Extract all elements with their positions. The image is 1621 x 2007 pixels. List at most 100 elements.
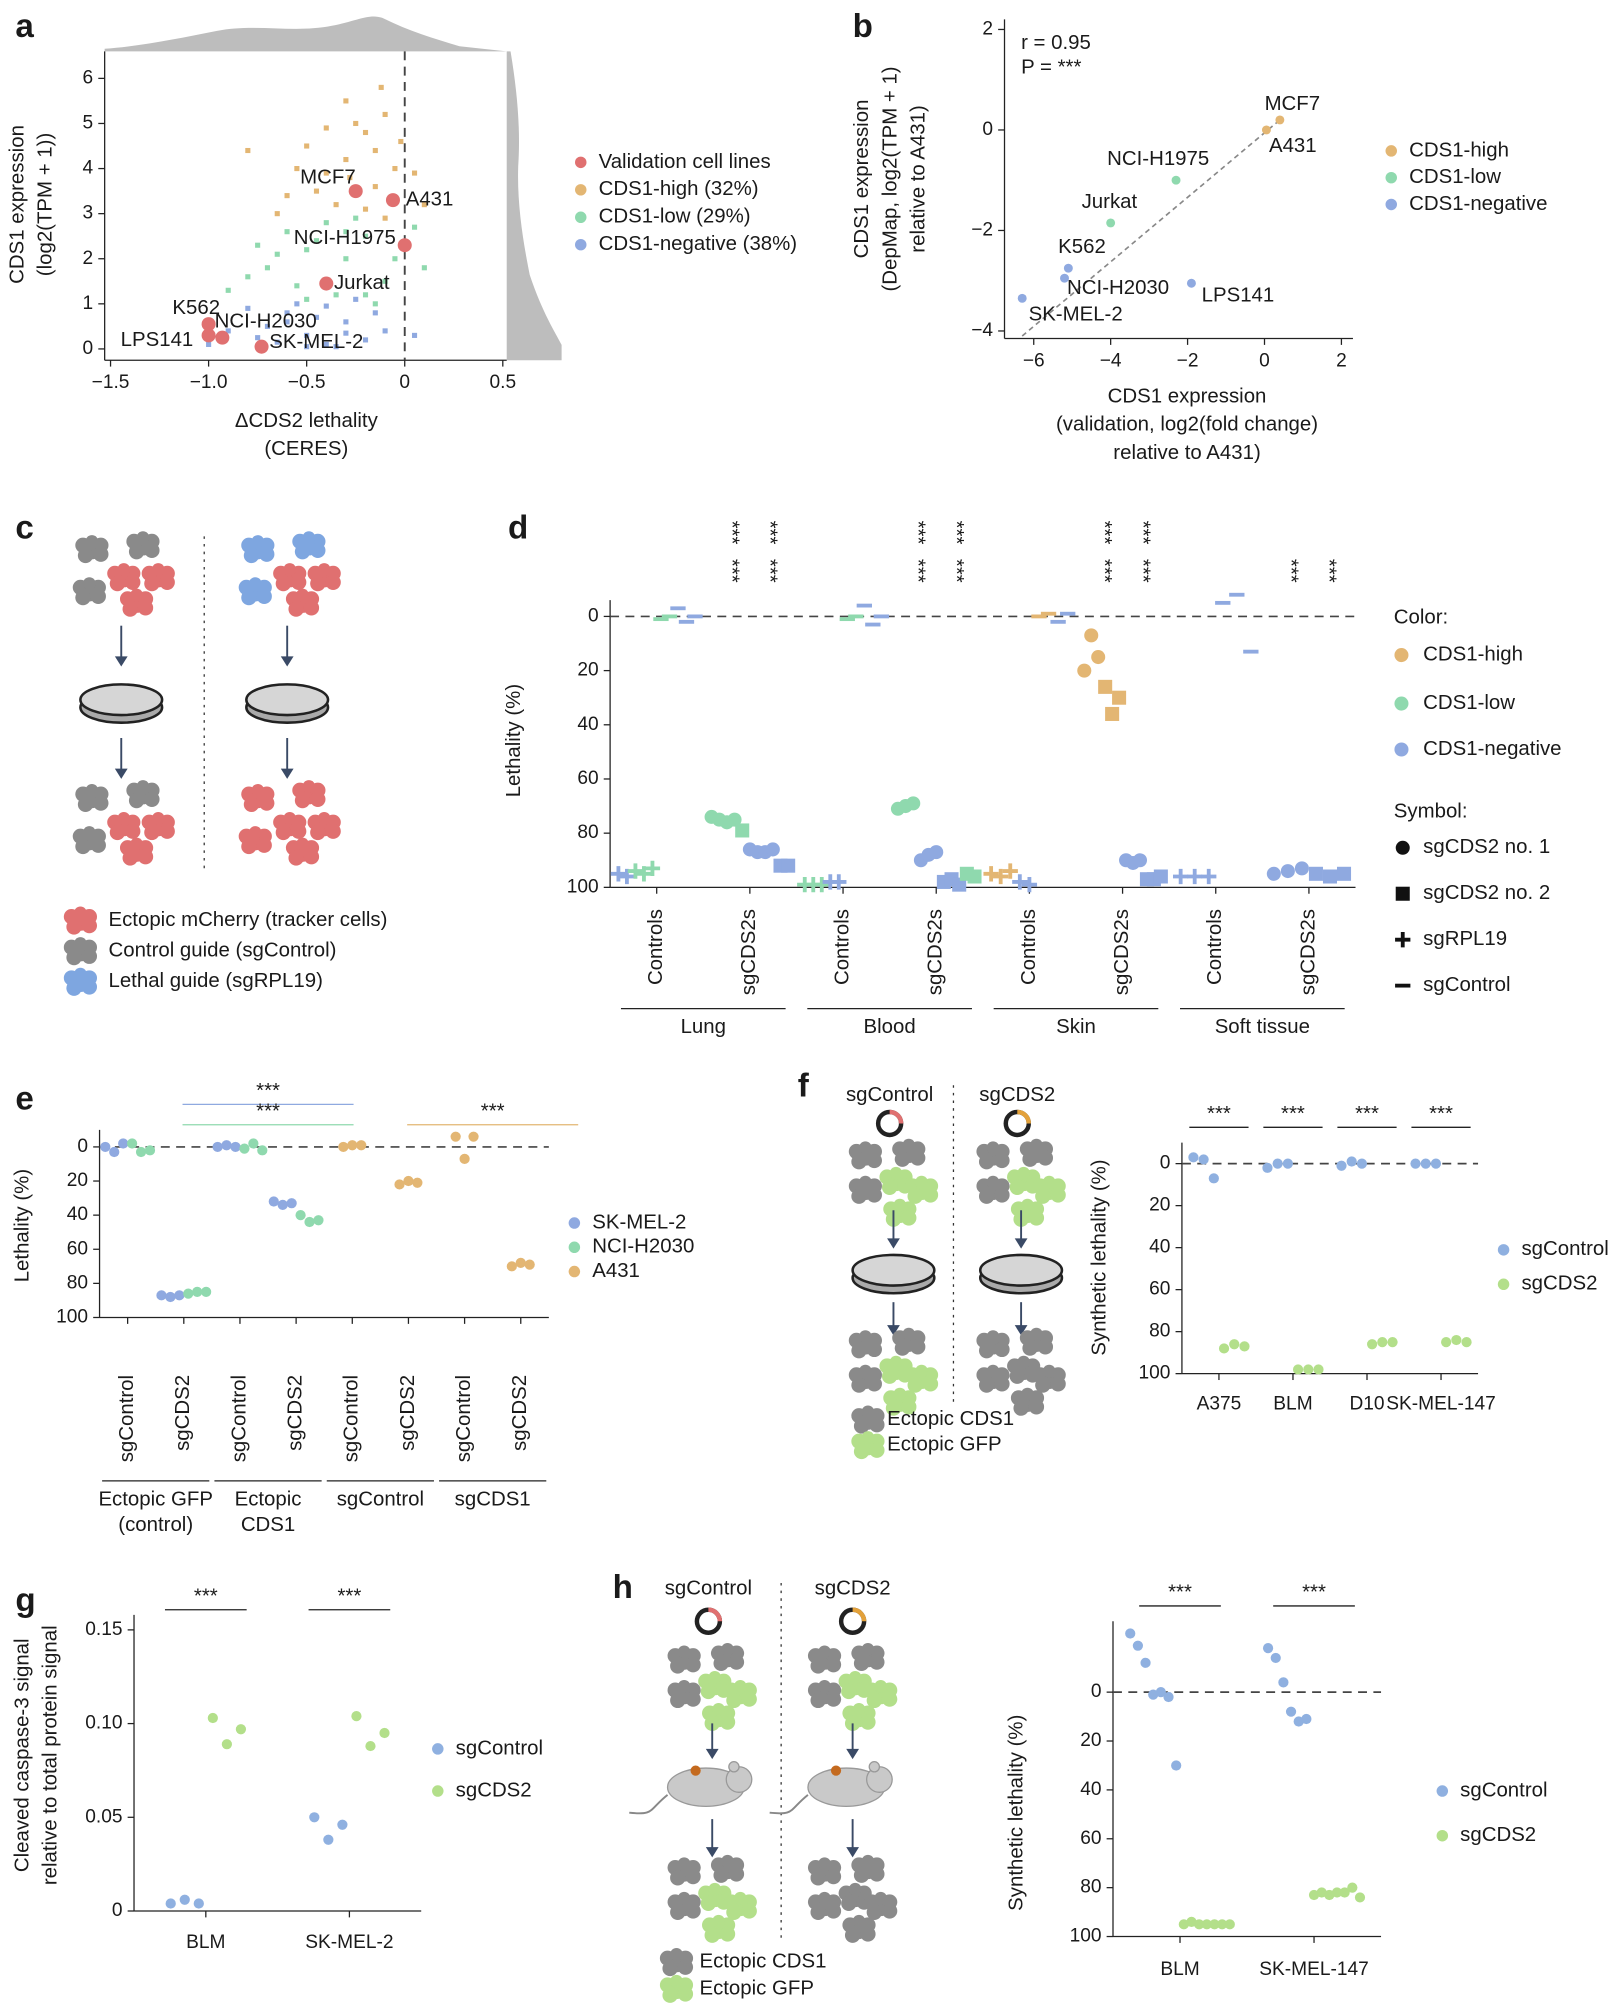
- data-point: [1186, 1916, 1197, 1927]
- cell: [238, 826, 272, 855]
- legend-label: Validation cell lines: [599, 151, 771, 173]
- cell-part: [713, 1867, 729, 1883]
- cell-part: [902, 1327, 916, 1341]
- cell: [864, 1891, 898, 1920]
- cell-part: [719, 1714, 736, 1730]
- cell-part: [859, 1330, 872, 1344]
- axis-label: Synthetic lethality (%): [1006, 1715, 1028, 1911]
- arrow-head: [1014, 1238, 1028, 1249]
- data-point: [1194, 1919, 1205, 1930]
- data-point: [765, 842, 780, 857]
- legend-marker: [1394, 742, 1409, 757]
- legend-label: CDS1-high (32%): [599, 178, 759, 200]
- legend-label: CDS1-high: [1409, 139, 1509, 161]
- diagram-title: sgCDS2: [979, 1084, 1055, 1106]
- cell-part: [137, 849, 154, 865]
- legend-label: Lethal guide (sgRPL19): [108, 970, 322, 992]
- data-point: [372, 301, 378, 307]
- cell-part: [889, 1355, 903, 1369]
- data-point: [1272, 1158, 1283, 1169]
- x-tick-label: sgControl: [228, 1375, 250, 1462]
- cell-part: [130, 837, 143, 851]
- cell-part: [894, 1151, 911, 1167]
- cell-part: [889, 1166, 903, 1180]
- cell-part: [853, 1867, 870, 1883]
- y-tick-label: 0: [77, 1136, 88, 1157]
- data-point: [627, 863, 644, 879]
- axis-label: (validation, log2(fold change): [1056, 414, 1318, 436]
- data-point: [1155, 1687, 1166, 1698]
- x-tick-label: A375: [1197, 1393, 1242, 1414]
- cell: [851, 1854, 885, 1883]
- cell-part: [861, 1405, 875, 1419]
- legend-marker: [1497, 1244, 1510, 1256]
- cell-part: [325, 574, 341, 590]
- y-tick-label: 0: [1160, 1153, 1171, 1174]
- cell-part: [741, 1691, 757, 1707]
- legend-marker: [575, 184, 587, 196]
- tumor: [690, 1765, 701, 1776]
- cell-part: [922, 1187, 939, 1203]
- data-point: [1063, 263, 1073, 273]
- data-point: [382, 328, 388, 334]
- data-point: [309, 1812, 320, 1823]
- y-tick-label: 60: [1149, 1279, 1170, 1300]
- y-tick-label: 20: [1080, 1730, 1101, 1751]
- cell-part: [893, 1387, 907, 1401]
- x-tick-label: 0: [1259, 351, 1270, 372]
- cell-part: [66, 949, 82, 966]
- cell-part: [93, 795, 109, 811]
- cell-part: [130, 588, 143, 602]
- data-point: [1171, 1760, 1182, 1771]
- panel-label: g: [15, 1582, 35, 1619]
- axis-label: Lethality (%): [503, 684, 525, 797]
- cell-part: [81, 948, 98, 964]
- cell-part: [881, 1368, 898, 1384]
- group-label: Soft tissue: [1215, 1016, 1310, 1038]
- cell-part: [700, 1895, 717, 1912]
- cell-part: [303, 849, 320, 865]
- data-point: [274, 339, 280, 345]
- data-point: [1367, 1339, 1378, 1350]
- data-point: [1229, 1339, 1240, 1350]
- data-point: [459, 1153, 470, 1164]
- cell: [807, 1857, 842, 1886]
- data-point: [1132, 853, 1147, 868]
- cell-part: [994, 1341, 1010, 1358]
- data-point: [343, 256, 349, 262]
- cell-part: [978, 1343, 995, 1359]
- diagram-title: sgControl: [665, 1578, 752, 1600]
- cell-part: [243, 796, 260, 813]
- cell: [667, 1679, 701, 1709]
- data-point: [274, 211, 280, 217]
- arrow-head: [114, 656, 128, 667]
- data-point: [1209, 1919, 1220, 1930]
- cell-part: [1035, 1188, 1051, 1204]
- cell-part: [302, 531, 316, 545]
- cell-part: [1037, 1150, 1054, 1166]
- arrow-head: [846, 1847, 860, 1858]
- y-tick-label: 40: [1080, 1779, 1101, 1800]
- significance: ***: [1207, 1103, 1231, 1125]
- cell-part: [708, 1882, 722, 1896]
- cell: [904, 1175, 939, 1204]
- cell-part: [291, 574, 307, 590]
- cell-part: [726, 1692, 742, 1709]
- x-tick-label: Controls: [645, 909, 667, 985]
- cell-part: [81, 917, 98, 934]
- data-point: [727, 812, 742, 827]
- cell-part: [915, 1175, 928, 1189]
- data-point: [264, 265, 271, 271]
- legend-label: sgRPL19: [1423, 928, 1507, 950]
- cell-part: [294, 792, 311, 809]
- cell-part: [726, 1904, 742, 1920]
- cell-part: [670, 1948, 683, 1961]
- data-point: [1280, 864, 1295, 879]
- x-tick-label: Controls: [831, 909, 853, 985]
- data-point: [356, 1140, 367, 1151]
- cell: [723, 1891, 757, 1920]
- data-point: [906, 796, 921, 811]
- data-point: [397, 238, 412, 253]
- cell-part: [251, 535, 265, 548]
- cell: [883, 1387, 917, 1416]
